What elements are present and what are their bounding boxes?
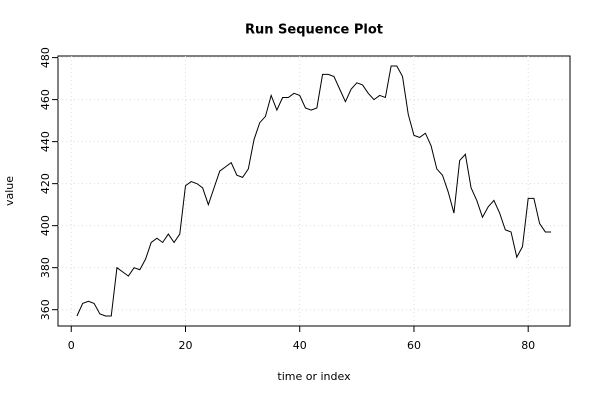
x-tick-label: 60 [407, 339, 421, 352]
y-tick-label: 400 [39, 215, 52, 236]
chart-title: Run Sequence Plot [245, 23, 383, 38]
x-tick-label: 0 [68, 339, 75, 352]
y-tick-label: 420 [39, 173, 52, 194]
x-tick-label: 80 [521, 339, 535, 352]
x-tick-label: 40 [293, 339, 307, 352]
x-axis-label: time or index [277, 370, 351, 383]
y-tick-label: 380 [39, 257, 52, 278]
y-tick-label: 480 [39, 47, 52, 68]
y-axis-label: value [3, 176, 16, 206]
x-tick-label: 20 [178, 339, 192, 352]
plot-box [57, 55, 571, 327]
y-tick-label: 460 [39, 89, 52, 110]
line-series [76, 65, 552, 317]
y-tick-label: 360 [39, 299, 52, 320]
y-tick-label: 440 [39, 131, 52, 152]
